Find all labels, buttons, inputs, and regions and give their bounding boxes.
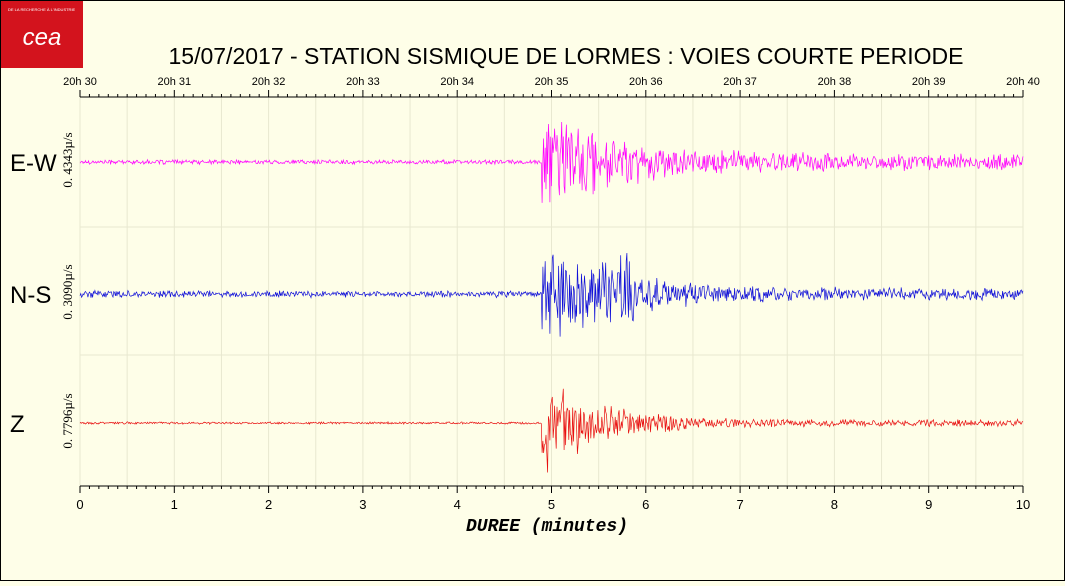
top-axis-tick-label: 20h 40 [1006, 76, 1040, 88]
top-axis-tick-label: 20h 38 [818, 76, 852, 88]
bottom-axis-tick-label: 6 [642, 497, 649, 512]
bottom-axis-tick-label: 5 [548, 497, 555, 512]
logo-tagline: DE LA RECHERCHE À L'INDUSTRIE [8, 7, 76, 12]
bottom-axis-tick-label: 9 [925, 497, 932, 512]
chart-title: 15/07/2017 - STATION SISMIQUE DE LORMES … [169, 43, 964, 69]
top-axis-tick-label: 20h 31 [157, 76, 191, 88]
bottom-axis-tick-label: 7 [736, 497, 743, 512]
bottom-axis-tick-label: 3 [359, 497, 366, 512]
z-trace [79, 388, 1024, 473]
ew-channel-label: E-W [10, 150, 57, 177]
bottom-axis-tick-label: 4 [454, 497, 461, 512]
bottom-axis-tick-label: 0 [76, 497, 83, 512]
ew-scale-label: 0. 4343µ/s [60, 132, 75, 187]
seismic-traces [79, 121, 1024, 473]
bottom-duration-axis: 0 1 2 3 4 5 6 7 8 9 10 [76, 485, 1030, 512]
z-channel-label: Z [10, 411, 25, 438]
ns-channel-label: N-S [10, 282, 51, 309]
cea-logo: DE LA RECHERCHE À L'INDUSTRIE cea [1, 1, 83, 68]
ns-scale-label: 0. 3090µ/s [60, 264, 75, 319]
top-axis-tick-label: 20h 33 [346, 76, 380, 88]
x-axis-label: DUREE (minutes) [466, 517, 628, 537]
z-scale-label: 0. 7796µ/s [60, 393, 75, 448]
ew-trace [79, 121, 1024, 203]
ns-trace [79, 252, 1024, 337]
top-axis-tick-label: 20h 36 [629, 76, 663, 88]
top-axis-tick-label: 20h 37 [723, 76, 757, 88]
top-time-axis: 20h 30 20h 31 20h 32 20h 33 20h 34 20h 35 20h … [63, 76, 1040, 98]
bottom-axis-tick-label: 8 [831, 497, 838, 512]
channel-labels: E-W 0. 4343µ/s N-S 0. 3090µ/s Z 0. 7796µ/s [10, 132, 75, 448]
bottom-axis-tick-label: 2 [265, 497, 272, 512]
top-axis-tick-label: 20h 30 [63, 76, 97, 88]
bottom-axis-tick-label: 10 [1016, 497, 1030, 512]
top-axis-tick-label: 20h 35 [535, 76, 569, 88]
top-axis-tick-label: 20h 39 [912, 76, 946, 88]
bottom-axis-tick-label: 1 [171, 497, 178, 512]
top-axis-tick-label: 20h 32 [252, 76, 286, 88]
top-axis-tick-label: 20h 34 [440, 76, 474, 88]
logo-text: cea [23, 24, 62, 51]
